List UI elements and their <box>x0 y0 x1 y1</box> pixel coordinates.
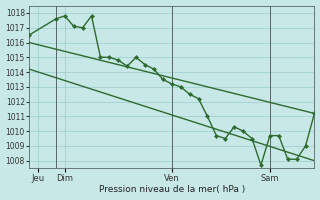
X-axis label: Pression niveau de la mer( hPa ): Pression niveau de la mer( hPa ) <box>99 185 245 194</box>
